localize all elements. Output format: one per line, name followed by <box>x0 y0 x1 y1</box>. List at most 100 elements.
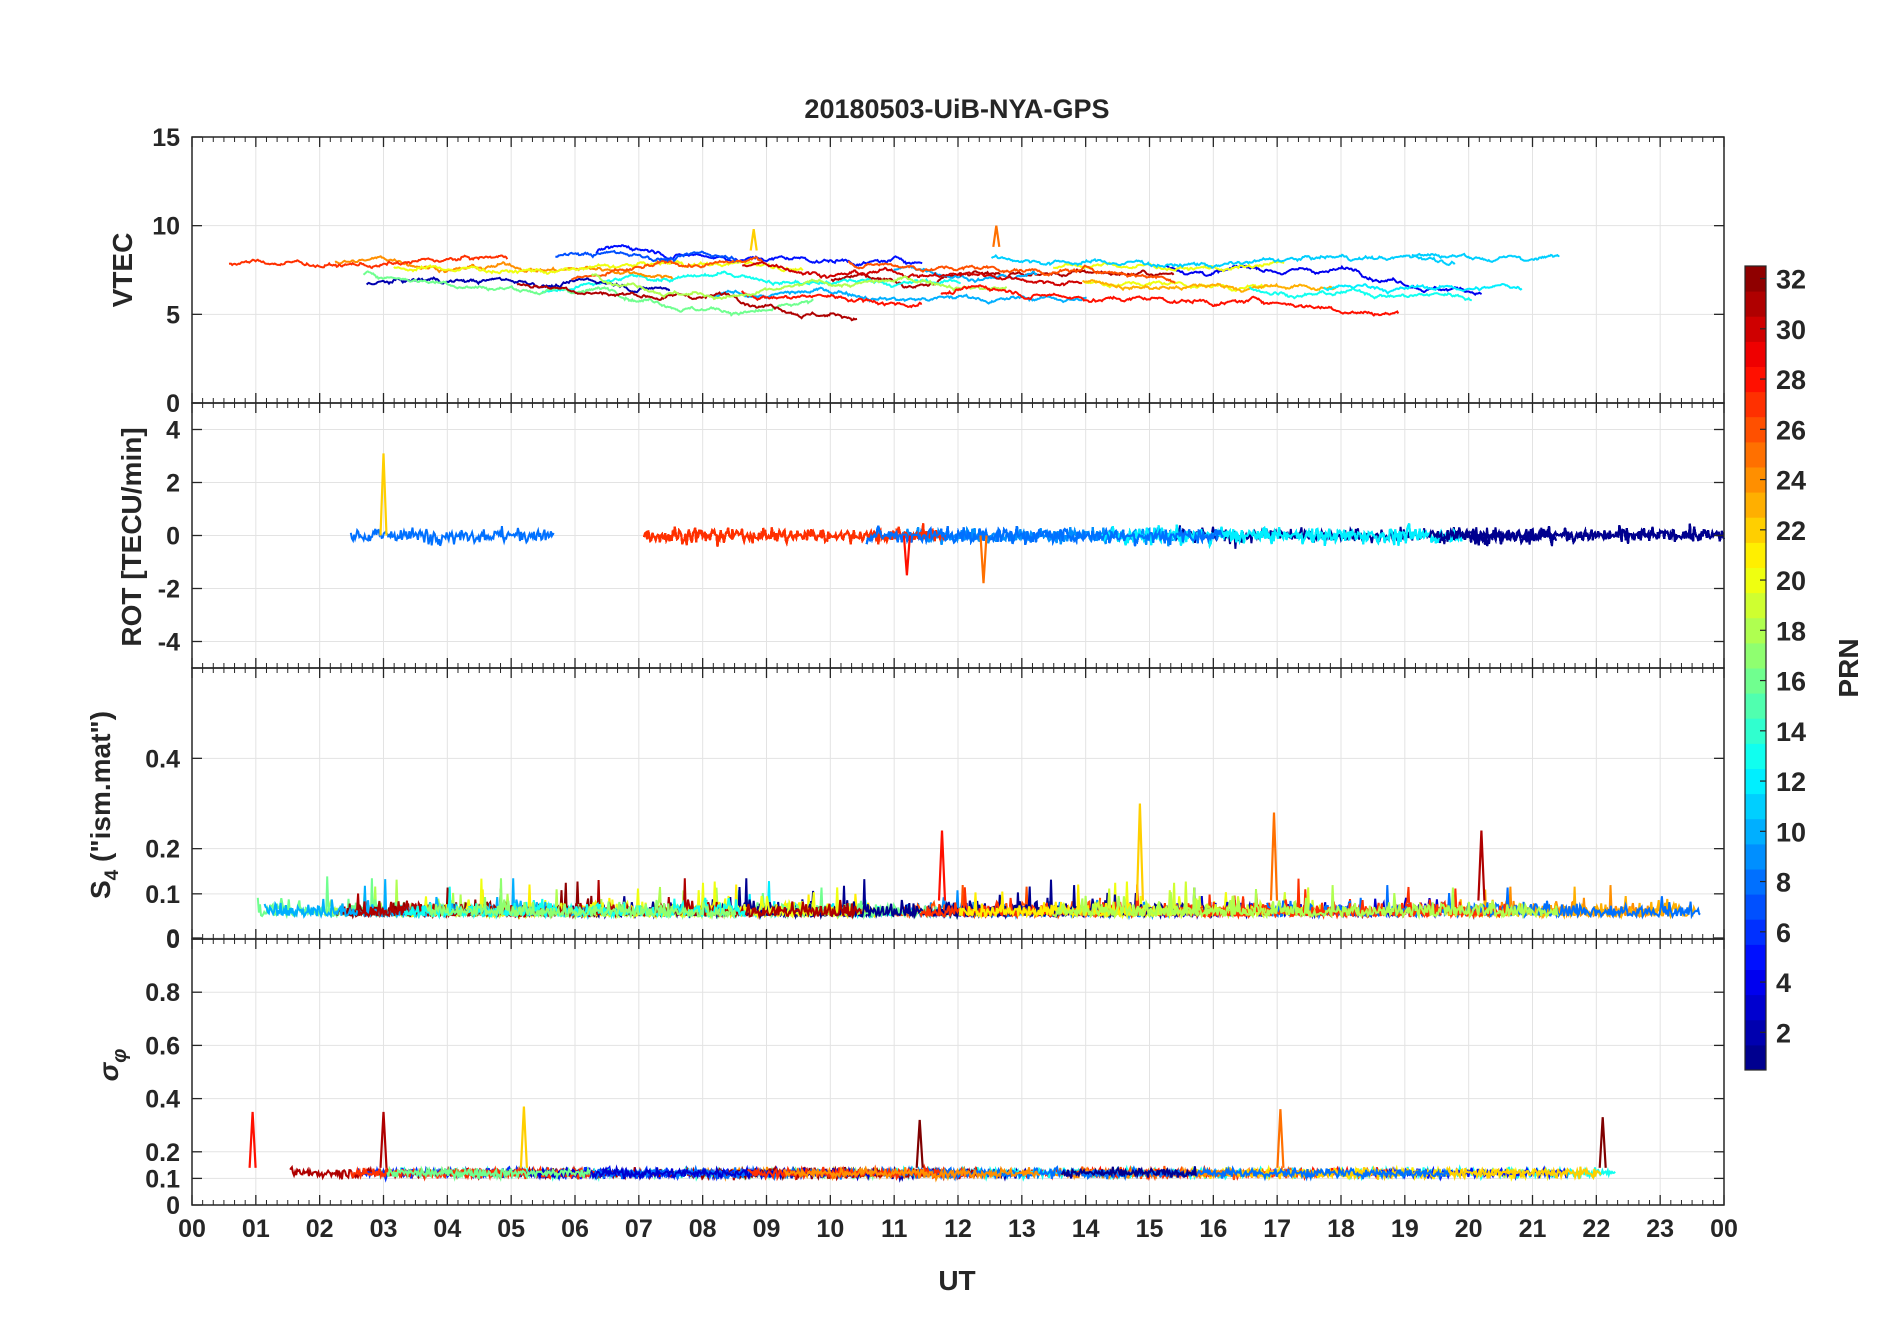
colorbar-swatch-prn-4 <box>1745 969 1766 996</box>
x-axis-label: UT <box>938 1265 975 1296</box>
peak-mark <box>379 453 388 536</box>
series-line-prn-24 <box>334 255 674 280</box>
colorbar-tick-label: 6 <box>1776 918 1791 948</box>
peak-mark <box>902 535 911 576</box>
colorbar-tick-label: 8 <box>1776 868 1791 898</box>
series-line-prn-8 <box>349 526 555 547</box>
x-tick-label: 15 <box>1136 1215 1164 1243</box>
series-line-prn-11 <box>990 253 1456 269</box>
series-line-prn-11 <box>1411 252 1560 264</box>
x-tick-label: 09 <box>753 1215 781 1243</box>
series-line-prn-13 <box>1248 286 1472 302</box>
colorbar-tick-label: 16 <box>1776 667 1806 697</box>
series-line-prn-27 <box>228 254 509 270</box>
colorbar-swatch-prn-16 <box>1745 668 1766 694</box>
vtec-y-axis-label: VTEC <box>107 233 138 308</box>
series-line-prn-20 <box>1052 260 1285 273</box>
y-tick-label: 2 <box>166 470 180 498</box>
x-tick-label: 18 <box>1327 1215 1355 1243</box>
peak-mark <box>937 830 947 901</box>
colorbar-swatch-prn-30 <box>1745 316 1766 342</box>
panel-sigma-phi: 00.10.2 0.4 0.6 0.8 00 01 02 03 04 05 06 07 08 09 10 11… <box>93 938 1738 1243</box>
series-line-prn-26 <box>571 256 763 281</box>
x-tick-label: 11 <box>881 1215 908 1243</box>
y-tick-label: -2 <box>158 576 180 604</box>
x-tick-label: 19 <box>1391 1215 1419 1243</box>
x-tick-label: 17 <box>1263 1215 1291 1243</box>
series-line-prn-30 <box>741 260 1083 287</box>
series-line-prn-5 <box>595 244 923 267</box>
series-line-prn-17 <box>426 878 737 921</box>
panel-sigma-phi-ticks: 00.10.2 0.4 0.6 0.8 00 01 02 03 04 05 06 07 08 09 10 11… <box>145 939 1738 1243</box>
series-line-prn-27 <box>643 523 950 547</box>
colorbar-tick-label: 4 <box>1776 968 1791 998</box>
peak-mark <box>1598 1117 1607 1168</box>
colorbar-tick-label: 32 <box>1776 265 1806 295</box>
series-line-prn-10 <box>713 286 1087 305</box>
y-tick-label: 0.8 <box>145 979 180 1007</box>
colorbar-tick-label: 2 <box>1776 1018 1791 1048</box>
x-tick-label: 20 <box>1455 1215 1483 1243</box>
y-tick-label: 10 <box>152 213 180 241</box>
peak-mark <box>992 225 1001 248</box>
colorbar-swatch-prn-7 <box>1745 894 1766 920</box>
series-line-prn-16 <box>362 270 814 317</box>
series-line-prn-8 <box>1266 885 1701 921</box>
colorbar-tick-label: 10 <box>1776 817 1806 847</box>
series-line-prn-18 <box>1052 885 1560 921</box>
x-tick-label: 01 <box>242 1215 270 1243</box>
x-tick-label: 13 <box>1008 1215 1036 1243</box>
y-tick-label: 0 <box>166 523 180 551</box>
x-tick-label: 16 <box>1199 1215 1227 1243</box>
x-tick-label: 22 <box>1582 1215 1610 1243</box>
y-tick-label: 0.1 <box>145 881 180 909</box>
colorbar-swatch-prn-18 <box>1745 617 1766 644</box>
colorbar-swatch-prn-22 <box>1745 517 1766 543</box>
x-tick-label: 00 <box>178 1215 206 1243</box>
series-line-prn-21 <box>958 884 1133 920</box>
panel-rot-ticks: -4 -2 0 2 4 <box>158 403 1725 668</box>
y-tick-label: 0 <box>166 925 180 953</box>
colorbar-swatch-prn-8 <box>1745 869 1766 895</box>
s4-label-rest: ("ism.mat") <box>85 711 116 870</box>
series-line-prn-24 <box>782 1165 1041 1183</box>
colorbar-swatch-prn-1 <box>1745 1044 1766 1071</box>
colorbar-swatch-prn-14 <box>1745 718 1766 744</box>
y-tick-label: 0 <box>166 390 180 418</box>
colorbar-swatch-prn-17 <box>1745 642 1766 669</box>
peak-mark <box>1477 830 1486 901</box>
series-line-prn-16 <box>386 1165 592 1183</box>
colorbar-swatch-prn-25 <box>1745 441 1766 468</box>
colorbar-tick-label: 18 <box>1776 616 1806 646</box>
peak-mark <box>1135 803 1144 901</box>
series-line-prn-22 <box>1225 1165 1602 1182</box>
colorbar-tick-label: 12 <box>1776 767 1806 797</box>
peak-mark <box>749 229 758 251</box>
series-line-prn-1 <box>1428 523 1725 547</box>
chart-title: 20180503-UiB-NYA-GPS <box>804 94 1109 124</box>
colorbar-swatch-prn-19 <box>1745 592 1766 619</box>
x-tick-label: 07 <box>625 1215 653 1243</box>
series-line-prn-8 <box>865 525 1225 547</box>
colorbar-swatch-prn-10 <box>1745 818 1766 845</box>
series-line-prn-18 <box>590 273 1008 301</box>
colorbar-swatch-prn-24 <box>1745 467 1766 493</box>
colorbar-frame <box>1744 265 1767 1071</box>
colorbar-swatch-prn-23 <box>1745 492 1766 518</box>
colorbar-tick-label: 22 <box>1776 516 1806 546</box>
x-tick-label: 05 <box>497 1215 525 1243</box>
y-tick-label: 0.2 <box>145 1139 180 1167</box>
colorbar-tick-label: 30 <box>1776 315 1806 345</box>
panel-vtec-series <box>228 225 1560 322</box>
colorbar-swatch-prn-32 <box>1745 266 1766 292</box>
colorbar-swatch-prn-12 <box>1745 768 1766 795</box>
y-tick-label: 0.6 <box>145 1032 180 1060</box>
series-line-prn-1 <box>1060 1165 1197 1180</box>
series-line-prn-8 <box>590 1164 960 1182</box>
series-line-prn-12 <box>1322 282 1523 295</box>
panel-sigma-phi-series <box>248 1106 1616 1183</box>
colorbar-tick-label: 24 <box>1776 466 1806 496</box>
colorbar-swatch-prn-21 <box>1745 542 1766 568</box>
